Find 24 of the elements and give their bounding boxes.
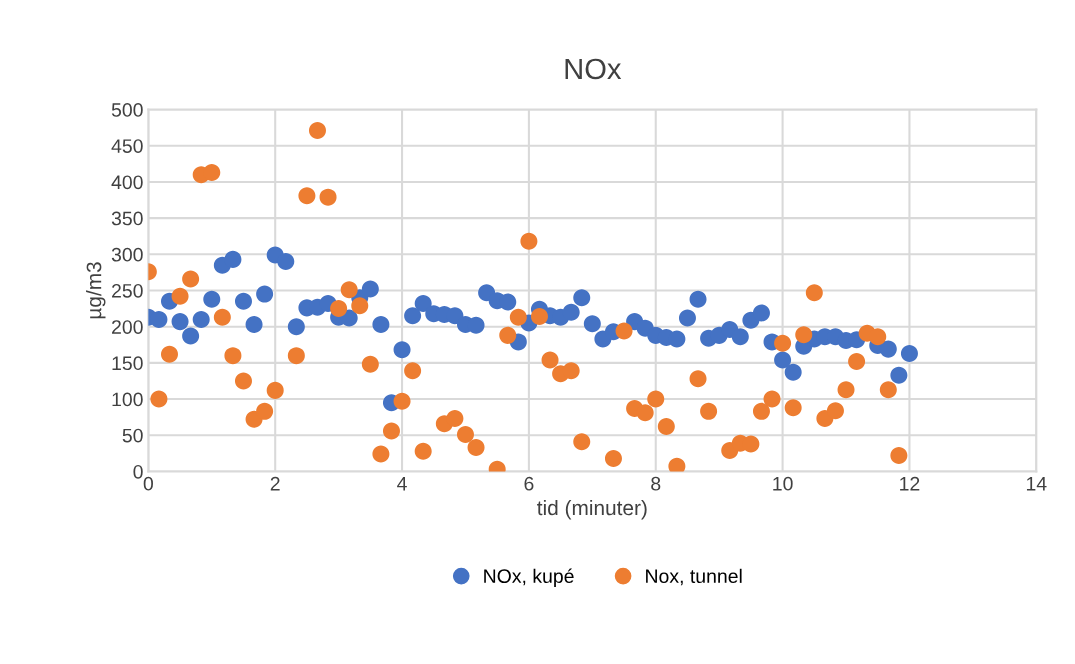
- y-tick-label: 50: [122, 428, 143, 443]
- y-tick-label: 350: [111, 211, 143, 226]
- y-tick-label: 300: [111, 247, 143, 262]
- x-tick-label: 10: [773, 476, 793, 491]
- y-tick-label: 400: [111, 175, 143, 190]
- chart-title: NOx: [565, 58, 622, 80]
- y-tick-label: 0: [133, 464, 143, 479]
- y-axis-title: µg/m3: [86, 262, 106, 319]
- x-axis-title: tid (minuter): [537, 499, 647, 520]
- x-tick-label: 0: [143, 476, 153, 491]
- legend-label: Nox, tunnel: [646, 568, 742, 586]
- x-tick-label: 8: [651, 476, 661, 491]
- x-tick-label: 4: [397, 477, 407, 491]
- y-tick-label: 100: [112, 392, 143, 407]
- x-tick-label: 6: [524, 476, 534, 491]
- x-tick-label: 14: [1026, 477, 1047, 491]
- y-tick-label: 450: [111, 139, 143, 153]
- y-tick-label: 200: [112, 320, 143, 334]
- x-tick-label: 2: [270, 476, 280, 491]
- y-tick-label: 150: [112, 356, 143, 371]
- legend-label: NOx, kupé: [484, 568, 574, 587]
- y-tick-label: 250: [112, 283, 143, 298]
- x-tick-label: 12: [900, 476, 920, 491]
- y-tick-label: 500: [111, 103, 143, 117]
